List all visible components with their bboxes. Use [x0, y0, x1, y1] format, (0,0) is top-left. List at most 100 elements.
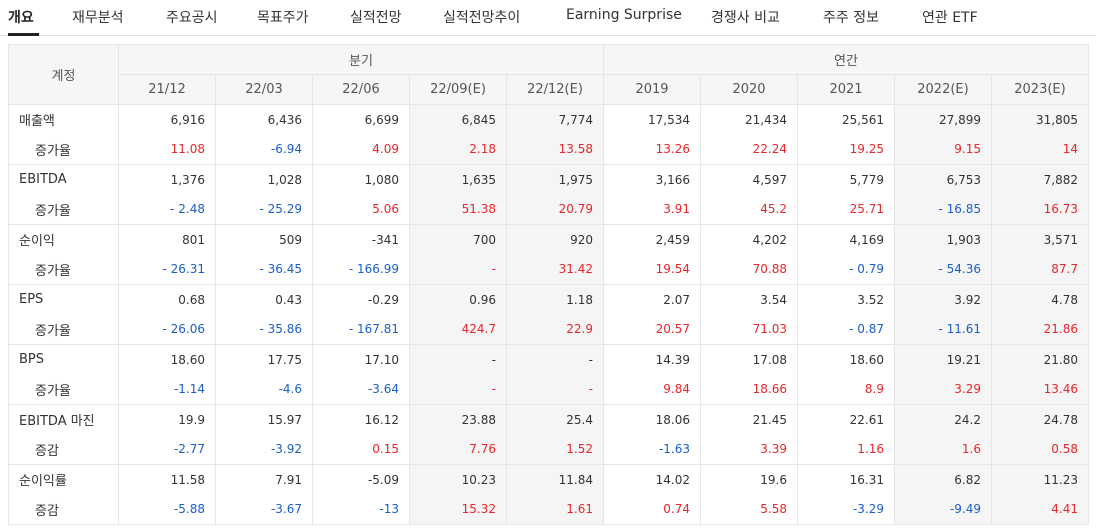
- table-cell: 18.60: [797, 344, 895, 375]
- table-cell: 22.61: [797, 404, 895, 435]
- table-cell: 24.78: [991, 404, 1089, 435]
- table-cell: 3.54: [700, 284, 798, 315]
- table-cell: 1.6: [894, 434, 992, 465]
- table-cell: 7,882: [991, 164, 1089, 195]
- table-cell: 14.39: [603, 344, 701, 375]
- table-cell: 19.21: [894, 344, 992, 375]
- table-cell: 6,436: [215, 104, 313, 135]
- annual-group-header: 연간: [603, 44, 1089, 75]
- table-cell: - 26.31: [118, 254, 216, 285]
- table-row-change: 증가율 11.08 -6.94 4.09 2.18 13.58 13.26 22.24 19.2…: [8, 134, 1089, 165]
- tab-bar: 개요 재무분석 주요공시 목표주가 실적전망 실적전망추이 Earning Su…: [0, 0, 1096, 36]
- table-cell: -4.6: [215, 374, 313, 405]
- table-cell: 25,561: [797, 104, 895, 135]
- table-cell: 17,534: [603, 104, 701, 135]
- row-label: 증가율: [8, 194, 119, 225]
- table-cell: 24.2: [894, 404, 992, 435]
- table-row-change: 증감 -5.88 -3.67 -13 15.32 1.61 0.74 5.58 -3.29 -9.…: [8, 494, 1089, 525]
- column-header: 2020: [700, 74, 798, 105]
- table-cell: 14.02: [603, 464, 701, 495]
- table-row-metric: 순이익률 11.58 7.91 -5.09 10.23 11.84 14.02 19.6 16.…: [8, 464, 1089, 495]
- active-tab-indicator: [8, 33, 39, 36]
- table-cell: -13: [312, 494, 410, 525]
- tab-major-disclosures[interactable]: 주요공시: [166, 10, 218, 26]
- quarter-group-header: 분기: [118, 44, 604, 75]
- table-cell: 21.45: [700, 404, 798, 435]
- table-cell: 21.86: [991, 314, 1089, 345]
- table-cell: - 166.99: [312, 254, 410, 285]
- table-cell: 0.58: [991, 434, 1089, 465]
- table-cell: 7.91: [215, 464, 313, 495]
- table-cell: 2.18: [409, 134, 507, 165]
- table-cell: -341: [312, 224, 410, 255]
- table-cell: 5.58: [700, 494, 798, 525]
- column-header: 2019: [603, 74, 701, 105]
- tab-related-etf[interactable]: 연관 ETF: [922, 10, 978, 26]
- table-cell: 0.43: [215, 284, 313, 315]
- row-label: BPS: [8, 344, 119, 375]
- table-cell: 3.39: [700, 434, 798, 465]
- table-cell: -9.49: [894, 494, 992, 525]
- table-cell: 1.52: [506, 434, 604, 465]
- table-cell: 424.7: [409, 314, 507, 345]
- tab-earning-surprise[interactable]: Earning Surprise: [566, 7, 682, 23]
- table-cell: 20.57: [603, 314, 701, 345]
- table-cell: 5,779: [797, 164, 895, 195]
- table-cell: 14: [991, 134, 1089, 165]
- table-cell: - 2.48: [118, 194, 216, 225]
- table-cell: 16.31: [797, 464, 895, 495]
- tab-overview[interactable]: 개요: [8, 10, 34, 26]
- table-cell: 17.75: [215, 344, 313, 375]
- table-cell: 70.88: [700, 254, 798, 285]
- row-label: EPS: [8, 284, 119, 315]
- table-cell: 6,699: [312, 104, 410, 135]
- column-header: 2021: [797, 74, 895, 105]
- account-header: 계정: [8, 44, 119, 105]
- table-cell: 7,774: [506, 104, 604, 135]
- table-row-metric: EBITDA 마진 19.9 15.97 16.12 23.88 25.4 18.06 21.…: [8, 404, 1089, 435]
- tab-financial-analysis[interactable]: 재무분석: [72, 10, 124, 26]
- table-cell: 3.52: [797, 284, 895, 315]
- table-cell: - 167.81: [312, 314, 410, 345]
- tab-earnings-forecast-trend[interactable]: 실적전망추이: [443, 10, 521, 26]
- table-cell: 9.15: [894, 134, 992, 165]
- table-cell: - 11.61: [894, 314, 992, 345]
- table-cell: -: [506, 344, 604, 375]
- table-cell: 11.23: [991, 464, 1089, 495]
- tab-shareholder-info[interactable]: 주주 정보: [823, 10, 879, 26]
- table-cell: 1,080: [312, 164, 410, 195]
- table-cell: 5.06: [312, 194, 410, 225]
- table-cell: -0.29: [312, 284, 410, 315]
- table-cell: 19.25: [797, 134, 895, 165]
- table-cell: 4,597: [700, 164, 798, 195]
- row-label: EBITDA 마진: [8, 404, 119, 435]
- table-cell: -3.92: [215, 434, 313, 465]
- table-cell: 19.9: [118, 404, 216, 435]
- table-cell: -3.67: [215, 494, 313, 525]
- tab-competitor-comparison[interactable]: 경쟁사 비교: [711, 10, 780, 26]
- table-cell: 18.06: [603, 404, 701, 435]
- row-label: 증가율: [8, 134, 119, 165]
- table-cell: 11.58: [118, 464, 216, 495]
- table-cell: 10.23: [409, 464, 507, 495]
- row-label: 증가율: [8, 254, 119, 285]
- table-cell: 1,635: [409, 164, 507, 195]
- table-cell: -1.63: [603, 434, 701, 465]
- table-cell: 18.66: [700, 374, 798, 405]
- table-row-change: 증가율 -1.14 -4.6 -3.64- -9.84 18.66 8.9 3.29 13.46: [8, 374, 1089, 405]
- table-cell: -3.29: [797, 494, 895, 525]
- tab-target-price[interactable]: 목표주가: [257, 10, 309, 26]
- table-cell: 3.91: [603, 194, 701, 225]
- table-cell: -6.94: [215, 134, 313, 165]
- table-cell: 23.88: [409, 404, 507, 435]
- table-row-metric: 순이익 801 509 -341 700 920 2,459 4,202 4,169 1,903 3…: [8, 224, 1089, 255]
- table-cell: 1.18: [506, 284, 604, 315]
- tab-earnings-forecast[interactable]: 실적전망: [350, 10, 402, 26]
- table-cell: 11.84: [506, 464, 604, 495]
- table-cell: 0.96: [409, 284, 507, 315]
- table-cell: -: [409, 254, 507, 285]
- table-cell: 2.07: [603, 284, 701, 315]
- table-row-change: 증가율 - 2.48- 25.29 5.06 51.38 20.79 3.91 45.2 25…: [8, 194, 1089, 225]
- table-cell: 6.82: [894, 464, 992, 495]
- table-cell: 19.54: [603, 254, 701, 285]
